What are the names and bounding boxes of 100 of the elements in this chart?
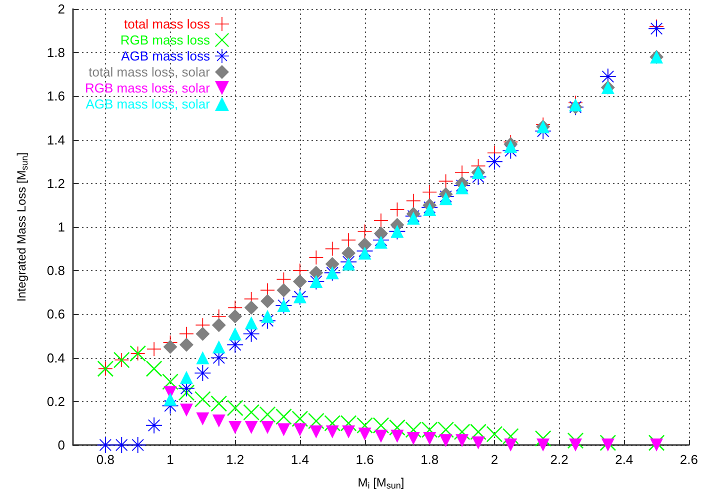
point [244,300,258,315]
x-tick-label: 2.4 [615,452,634,467]
point [260,294,275,308]
point [406,212,420,225]
point [536,438,550,452]
point [650,438,664,452]
point [358,237,372,252]
point [130,437,146,453]
point [276,283,291,298]
point [374,226,388,241]
point [504,438,518,452]
point [456,181,469,194]
y-tick-label: 1.8 [46,45,65,60]
point [180,404,193,417]
point [406,194,420,208]
x-tick-label: 0.8 [96,452,114,467]
point [212,340,226,354]
point [146,360,162,377]
point [293,423,306,436]
point [374,430,388,443]
point [470,424,486,440]
point [228,421,242,434]
point [146,417,162,434]
point [648,20,665,37]
point [422,185,437,200]
point [326,425,339,438]
legend-label: RGB mass loss [120,32,210,48]
point [308,413,324,430]
y-tick-label: 0.2 [46,394,65,409]
point [228,327,242,340]
x-tick-label: 1.6 [356,452,374,467]
point [244,316,258,330]
point [227,400,244,416]
point [310,425,323,438]
point [180,370,193,384]
point [472,436,485,450]
point [486,426,502,442]
point [423,203,436,216]
point [390,430,404,443]
point [212,414,226,428]
point [439,192,452,206]
point [439,434,452,448]
point [261,310,274,323]
point [292,410,308,427]
point [147,342,162,356]
point [276,408,292,425]
y-axis-title: Integrated Mass Loss [Msun] [14,152,30,302]
point [374,236,388,249]
point [374,213,388,228]
point [292,274,307,288]
point [342,425,356,438]
x-tick-label: 2.6 [680,452,698,467]
y-tick-label: 2 [58,2,65,16]
y-tick-label: 0 [58,438,65,452]
x-tick-label: 1.2 [226,452,244,467]
legend-label: total mass loss, solar [88,64,211,80]
point [406,432,420,445]
point [358,246,372,260]
point [325,257,340,272]
point [210,396,227,412]
point [196,351,210,364]
point [601,438,614,452]
point [179,338,194,352]
point [423,432,436,445]
point [163,340,178,354]
point [196,412,210,426]
x-tick-label: 1 [166,452,174,467]
y-tick-label: 1.6 [46,88,65,104]
point [261,421,274,434]
point [309,266,324,280]
y-tick-label: 0.6 [46,306,65,322]
point [504,140,518,153]
point [164,392,177,406]
y-tick-label: 0.4 [46,350,65,366]
point [309,250,324,265]
point [372,417,389,434]
point [456,434,469,448]
point [277,423,290,436]
legend-label: AGB mass loss [121,48,210,64]
point [568,438,582,452]
point [568,98,582,112]
y-tick-label: 0.8 [46,263,65,278]
y-tick-label: 1.4 [46,132,65,148]
x-tick-label: 1.8 [420,452,439,467]
point [342,258,356,271]
point [194,365,211,382]
point [486,154,502,170]
point [228,309,242,324]
y-tick-label: 1 [58,220,65,234]
legend-label: AGB mass loss, solar [86,96,211,112]
x-tick-label: 1.4 [290,452,309,467]
legend-label: total mass loss [124,16,210,32]
point [212,318,226,332]
point [194,391,211,408]
point [97,437,114,453]
point [342,246,356,260]
y-tick-label: 1.2 [46,176,65,191]
point [342,233,356,248]
point [114,437,130,453]
x-tick-label: 2 [490,452,498,467]
